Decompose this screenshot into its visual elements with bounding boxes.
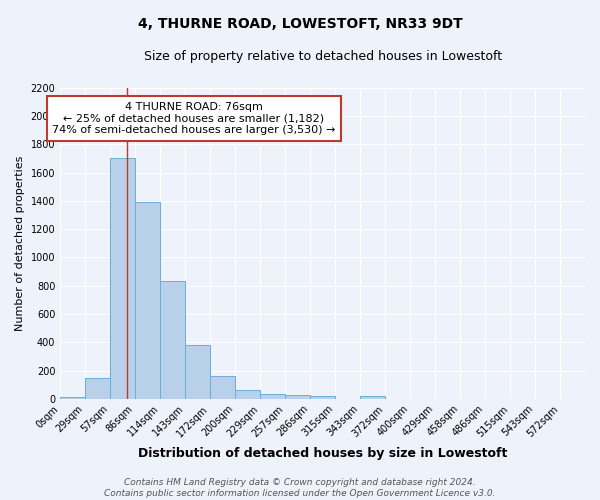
Title: Size of property relative to detached houses in Lowestoft: Size of property relative to detached ho…	[143, 50, 502, 63]
Bar	[285, 396, 310, 399]
Text: 4, THURNE ROAD, LOWESTOFT, NR33 9DT: 4, THURNE ROAD, LOWESTOFT, NR33 9DT	[137, 18, 463, 32]
Bar	[360, 396, 385, 399]
Text: 4 THURNE ROAD: 76sqm
← 25% of detached houses are smaller (1,182)
74% of semi-de: 4 THURNE ROAD: 76sqm ← 25% of detached h…	[52, 102, 335, 135]
Bar	[185, 345, 210, 399]
Bar	[210, 376, 235, 399]
Bar	[310, 396, 335, 399]
Bar	[235, 390, 260, 399]
Bar	[85, 378, 110, 399]
Bar	[160, 281, 185, 399]
Y-axis label: Number of detached properties: Number of detached properties	[15, 156, 25, 331]
Text: Contains HM Land Registry data © Crown copyright and database right 2024.
Contai: Contains HM Land Registry data © Crown c…	[104, 478, 496, 498]
X-axis label: Distribution of detached houses by size in Lowestoft: Distribution of detached houses by size …	[138, 447, 507, 460]
Bar	[110, 158, 135, 399]
Bar	[60, 396, 85, 399]
Bar	[260, 394, 285, 399]
Bar	[135, 202, 160, 399]
